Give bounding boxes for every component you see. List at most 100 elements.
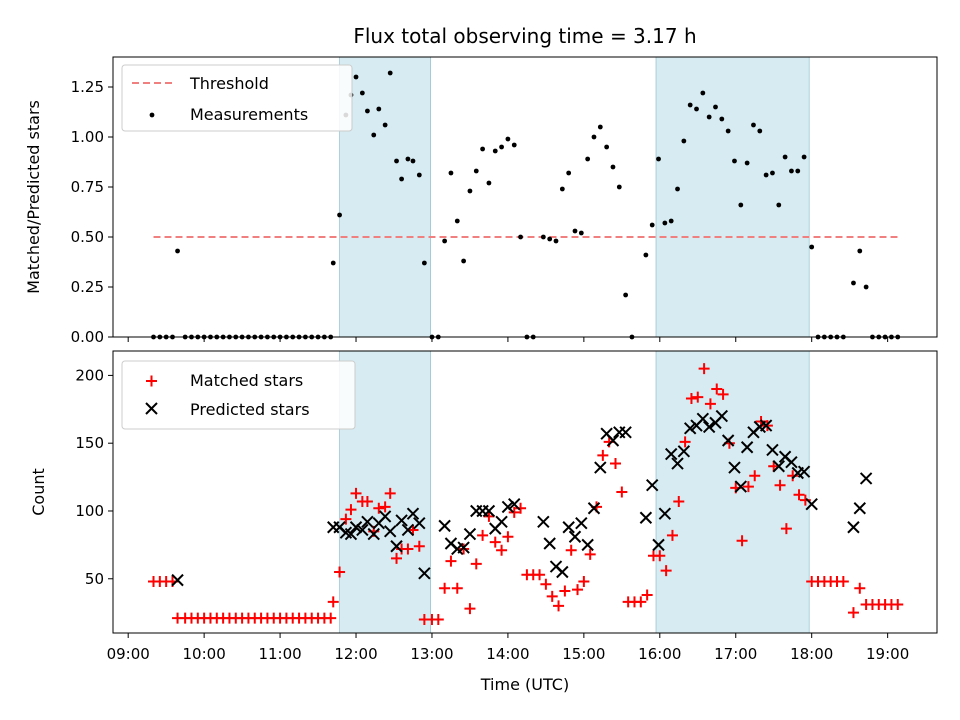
measurement-point: [405, 156, 411, 162]
predicted-star-point: [606, 434, 620, 447]
measurement-point: [540, 234, 546, 240]
predicted-star-point: [766, 443, 779, 457]
predicted-star-point: [772, 460, 785, 473]
matched-star-point: [679, 436, 691, 448]
measurement-point: [623, 292, 629, 298]
matched-star-point: [534, 569, 546, 581]
predicted-star-point: [501, 500, 515, 514]
matched-star-point: [413, 540, 425, 552]
predicted-star-point: [797, 465, 811, 478]
predicted-star-point: [683, 422, 697, 435]
measurement-point: [770, 170, 775, 176]
x-tick-label: 17:00: [714, 645, 757, 663]
measurement-point: [553, 238, 559, 244]
predicted-star-point: [367, 527, 380, 541]
measurement-point: [387, 70, 393, 76]
x-axis-label: Time (UTC): [480, 675, 569, 694]
predicted-star-point: [457, 541, 470, 554]
y-tick-label: 100: [75, 502, 104, 520]
predicted-star-point: [556, 565, 569, 579]
matched-star-point: [578, 575, 590, 587]
predicted-star-point: [390, 540, 403, 553]
measurement-point: [353, 74, 359, 80]
matched-star-point: [774, 479, 786, 491]
predicted-star-point: [671, 457, 684, 470]
matched-star-point: [345, 504, 357, 516]
bottom-y-ticks: 50 100 150 200: [75, 366, 113, 588]
predicted-star-point: [702, 420, 716, 434]
measurement-point: [473, 168, 479, 174]
measurement-point: [700, 90, 706, 96]
measurement-point: [857, 248, 863, 254]
y-tick-label: 150: [75, 434, 104, 452]
y-tick-label: 1.25: [71, 78, 104, 96]
measurement-point: [591, 134, 597, 140]
shaded-interval: [655, 56, 810, 338]
top-shaded-intervals: [339, 56, 810, 338]
measurement-point: [782, 154, 788, 160]
shaded-interval: [339, 56, 432, 338]
x-tick-label: 12:00: [334, 645, 377, 663]
matched-star-point: [673, 495, 685, 507]
measurement-point: [467, 188, 473, 194]
measurement-point: [744, 160, 750, 166]
measurement-point: [448, 170, 454, 176]
predicted-star-point: [361, 515, 374, 529]
measurement-point: [732, 158, 737, 164]
predicted-star-point: [378, 510, 392, 523]
predicted-star-point: [344, 527, 358, 541]
top-legend: Threshold Measurements: [121, 64, 353, 132]
matched-star-point: [508, 506, 520, 518]
predicted-star-point: [847, 521, 860, 534]
predicted-star-point: [652, 538, 665, 552]
measurement-point: [382, 122, 388, 128]
matched-star-point: [698, 363, 710, 375]
matched-star-point: [391, 552, 403, 564]
measurement-point: [175, 248, 180, 254]
predicted-star-point: [406, 507, 420, 520]
predicted-star-point: [383, 525, 397, 538]
x-tick-label: 11:00: [258, 645, 301, 663]
measurement-point: [416, 172, 422, 178]
matched-star-point: [847, 607, 859, 619]
top-panel: Flux total observing time = 3.17 h 0.000…: [24, 24, 938, 346]
predicted-star-point: [171, 573, 184, 587]
measurement-point: [394, 158, 399, 164]
predicted-star-point: [715, 409, 729, 423]
measurement-point: [410, 158, 416, 164]
matched-star-point: [432, 613, 444, 625]
predicted-star-point: [853, 502, 866, 515]
legend-measurements-swatch: [149, 112, 155, 118]
x-tick-label: 18:00: [790, 645, 833, 663]
measurement-point: [738, 202, 744, 208]
measurement-point: [725, 128, 731, 134]
bottom-panel: 50 100 150 200 09:00 10:00 11:00 12:00 13:00 14:…: [29, 350, 938, 694]
predicted-star-point: [859, 472, 873, 485]
predicted-star-point: [413, 516, 426, 530]
measurement-point: [776, 202, 782, 208]
measurement-point: [578, 230, 584, 236]
shaded-interval: [655, 350, 810, 634]
matched-star-point: [572, 584, 584, 596]
legend-measurements-label: Measurements: [190, 105, 308, 124]
predicted-star-point: [543, 537, 556, 550]
legend-matched-label: Matched stars: [190, 371, 303, 390]
matched-star-point: [379, 501, 391, 513]
measurement-point: [511, 142, 517, 148]
measurement-point: [649, 222, 655, 228]
measurement-point: [643, 252, 649, 258]
predicted-star-point: [463, 527, 477, 541]
measurement-point: [863, 284, 869, 290]
predicted-star-point: [740, 441, 754, 454]
y-tick-label: 0.75: [71, 178, 104, 196]
matched-star-point: [666, 529, 678, 541]
matched-star-point: [616, 486, 628, 498]
matched-star-point: [325, 612, 337, 624]
measurement-point: [371, 132, 377, 138]
matched-star-point: [565, 544, 577, 556]
matched-star-point: [553, 600, 565, 612]
predicted-star-point: [438, 519, 451, 533]
predicted-star-point: [785, 455, 798, 469]
measurement-point: [330, 260, 336, 266]
matched-star-point: [402, 543, 414, 555]
